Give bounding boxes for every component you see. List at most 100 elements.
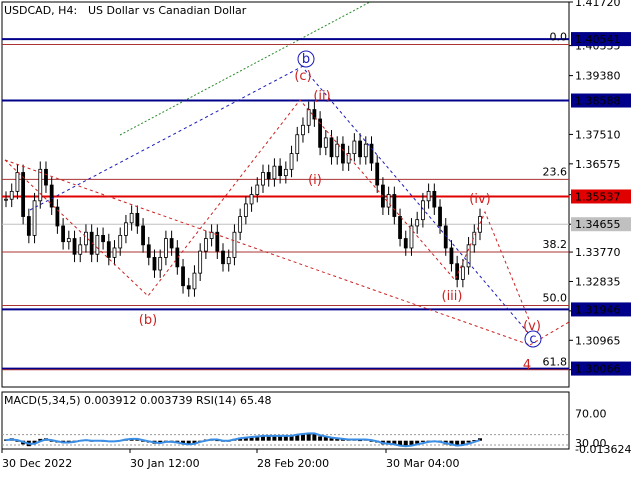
candle-body [352,140,357,155]
macd-bar [192,440,197,444]
candle-body [306,109,311,126]
candle-body [369,143,374,164]
macd-bar [312,433,317,441]
candle-body [363,143,368,158]
macd-bar [340,439,345,441]
macd-bar [272,435,277,441]
blue-wave-lower [304,69,531,336]
green-trendline [119,1,371,136]
candle-body [301,124,305,136]
macd-bar [386,440,391,444]
red-wave-path [4,99,531,323]
macd-bar [66,440,71,442]
candle-body [318,118,322,148]
x-axis-ticks: 30 Dec 2022 30 Jan 12:00 28 Feb 20:00 30 Ma… [1,449,459,470]
macd-bar [466,440,471,443]
price-badge-label: 1.30066 [575,363,621,376]
current-price-badge-bg [571,217,631,232]
y-axis-ticks: 1.417201.403351.393801.375101.365751.355… [569,0,621,377]
candle-body [101,234,105,243]
macd-bar [369,440,374,442]
wave-label-circle [524,330,542,348]
candle-body [443,225,448,249]
candle-body [95,234,100,255]
price-level-lines [2,38,569,370]
candle-body [226,257,231,265]
wave-label: (iii) [442,289,463,304]
wave-label: (b) [139,313,157,328]
wave-label: (i) [308,173,322,188]
price-badge-label: 1.38588 [575,95,621,108]
candle-body [49,184,54,208]
candle-body [341,143,345,164]
x-tick-label: 30 Jan 12:00 [130,457,200,470]
macd-bar [249,436,254,441]
candle-body [9,190,14,200]
x-tick-label: 28 Feb 20:00 [257,457,329,470]
candle-body [266,172,271,180]
macd-bar [49,440,54,442]
macd-y-tick-label: 70.00 [575,407,607,420]
candle-body [186,285,191,290]
macd-bar [135,439,140,441]
price-badges: 1.40541 1.38588 1.35537 1.31946 1.30066 1.346… [571,32,631,376]
candle-body [432,190,437,208]
wave-label: b [302,52,310,67]
macd-bar [289,435,294,441]
candle-body [72,238,77,255]
macd-bar [392,440,397,445]
candle-body [84,231,88,246]
candle-body [209,231,214,239]
macd-rsi-panel: 70.00 30.00-0.013624 [2,407,631,456]
wave-label: (iv) [469,192,490,207]
y-tick-label: 1.41720 [575,0,621,9]
x-tick-label: 30 Mar 04:00 [386,457,459,470]
candle-body [112,247,117,258]
macd-bar [300,433,305,441]
candle-body [409,225,414,249]
macd-bar [266,435,271,441]
candle-body [323,137,328,148]
candle-body [158,257,163,271]
wave-label: (c) [294,69,311,84]
wave-label: (v) [523,319,541,334]
y-tick-label: 1.32835 [575,275,621,288]
candle-body [192,272,197,290]
candle-body [146,244,151,258]
y-tick-label: 1.33770 [575,246,621,259]
candle-body [66,238,71,243]
y-tick-label: 1.30965 [575,334,621,347]
macd-bar [449,440,454,446]
candle-body [460,266,465,280]
macd-bar [141,440,146,442]
macd-bar [181,440,186,445]
macd-bar [255,435,260,441]
price-badge-label: 1.40541 [575,33,621,46]
macd-y-tick-label: 30.00 [575,437,607,450]
candle-body [255,184,260,195]
macd-bar [460,440,465,445]
price-badge-label: 1.35537 [575,190,621,203]
candle-body [403,238,408,249]
candle-body [283,168,288,177]
candle-body [278,165,283,177]
macd-bar [215,440,220,442]
macd-bar [478,438,482,441]
macd-bar [472,440,477,442]
price-badge-label: 1.31946 [575,303,621,316]
candle-body [232,231,237,258]
wave-label: c [529,332,536,347]
candle-body [124,222,128,236]
candle-body [238,216,243,233]
wave-label: 4 [523,358,531,373]
y-tick-label: 1.36575 [575,158,621,171]
macd-bar [335,438,340,441]
green-trend-line [119,1,371,136]
y-tick-label: 1.39380 [575,70,621,83]
macd-bar [15,440,20,442]
candle-body [169,238,174,249]
fibonacci-label: 0.0 [550,30,568,43]
candle-body [78,244,83,255]
candle-body [4,198,8,201]
candle-body [175,247,180,268]
